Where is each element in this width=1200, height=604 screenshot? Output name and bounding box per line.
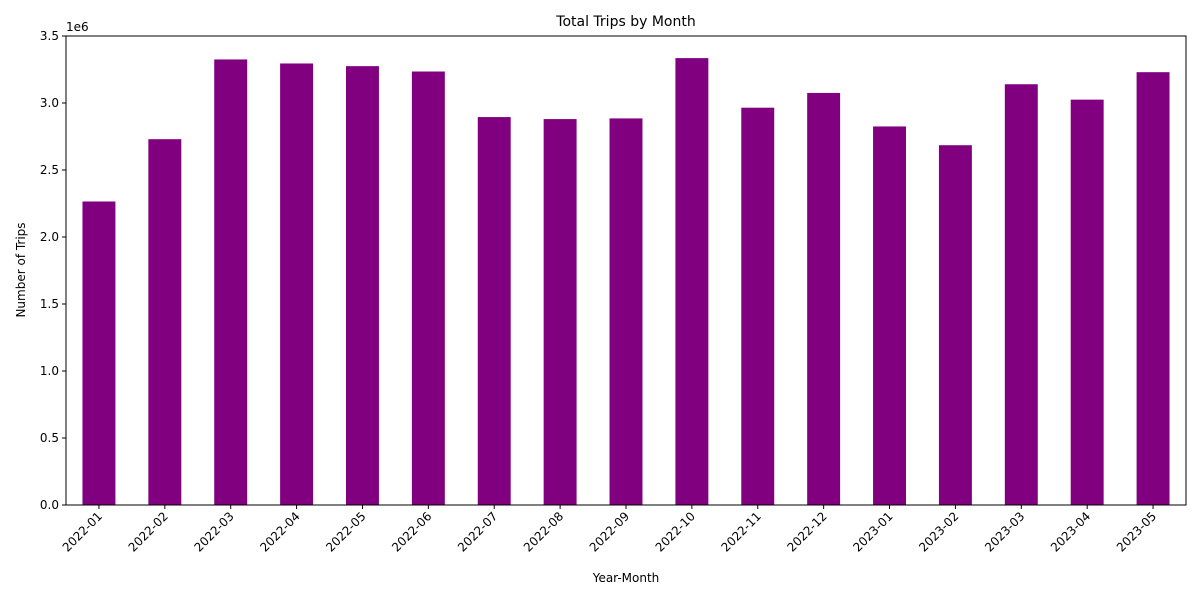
- y-offset-label: 1e6: [66, 20, 89, 34]
- bar-2023-04: [1070, 99, 1104, 506]
- y-axis-label: Number of Trips: [14, 222, 28, 317]
- x-tick-label: 2022-05: [323, 509, 368, 554]
- bar-2023-05: [1136, 72, 1170, 506]
- plot-area: 0.0 0.5 1.0 1.5 2.0 2.5 3.0 3.5 2022-01 2022-02 20…: [40, 29, 1187, 555]
- x-tick-label: 2022-11: [719, 509, 764, 554]
- y-tick-label: 3.5: [40, 29, 59, 43]
- bar-2023-03: [1004, 84, 1038, 506]
- y-tick-label: 2.0: [40, 230, 59, 244]
- bar-2023-02: [938, 145, 972, 505]
- bar-2022-06: [411, 71, 445, 505]
- x-tick-label: 2022-09: [587, 509, 632, 554]
- plot-frame: [65, 35, 1187, 506]
- x-tick-label: 2023-05: [1114, 509, 1159, 554]
- y-tick-label: 2.5: [40, 163, 59, 177]
- bar-2022-01: [82, 201, 116, 506]
- x-tick-label: 2023-04: [1048, 509, 1093, 554]
- bar-2022-09: [609, 118, 643, 505]
- x-tick-label: 2023-02: [916, 509, 961, 554]
- y-tick-label: 3.0: [40, 96, 59, 110]
- x-tick-label: 2022-12: [784, 509, 829, 554]
- bar-2022-07: [477, 117, 511, 505]
- x-tick-label: 2022-07: [455, 509, 500, 554]
- x-axis-label: Year-Month: [592, 571, 660, 585]
- x-tick-label: 2022-03: [191, 509, 236, 554]
- x-tick-label: 2022-08: [521, 509, 566, 554]
- chart-title: Total Trips by Month: [555, 14, 695, 30]
- y-tick-label: 1.0: [40, 364, 59, 378]
- bar-2022-08: [543, 119, 577, 505]
- bar-2022-03: [214, 59, 248, 505]
- y-tick-label: 1.5: [40, 297, 59, 311]
- x-tick-label: 2022-04: [257, 509, 302, 554]
- x-tick-label: 2023-03: [982, 509, 1027, 554]
- x-tick-label: 2023-01: [850, 509, 895, 554]
- x-tick-label: 2022-06: [389, 509, 434, 554]
- bar-2022-04: [280, 63, 314, 505]
- bar-2022-11: [741, 107, 775, 505]
- y-tick-label: 0.5: [40, 431, 59, 445]
- bar-2022-10: [675, 58, 709, 506]
- x-tick-label: 2022-02: [126, 509, 171, 554]
- bar-2022-12: [807, 92, 841, 505]
- x-tick-label: 2022-01: [60, 509, 105, 554]
- bar-2023-01: [873, 126, 906, 505]
- bar-2022-02: [148, 139, 182, 505]
- y-tick-label: 0.0: [40, 498, 59, 512]
- x-tick-label: 2022-10: [653, 509, 698, 554]
- bar-2022-05: [346, 66, 379, 506]
